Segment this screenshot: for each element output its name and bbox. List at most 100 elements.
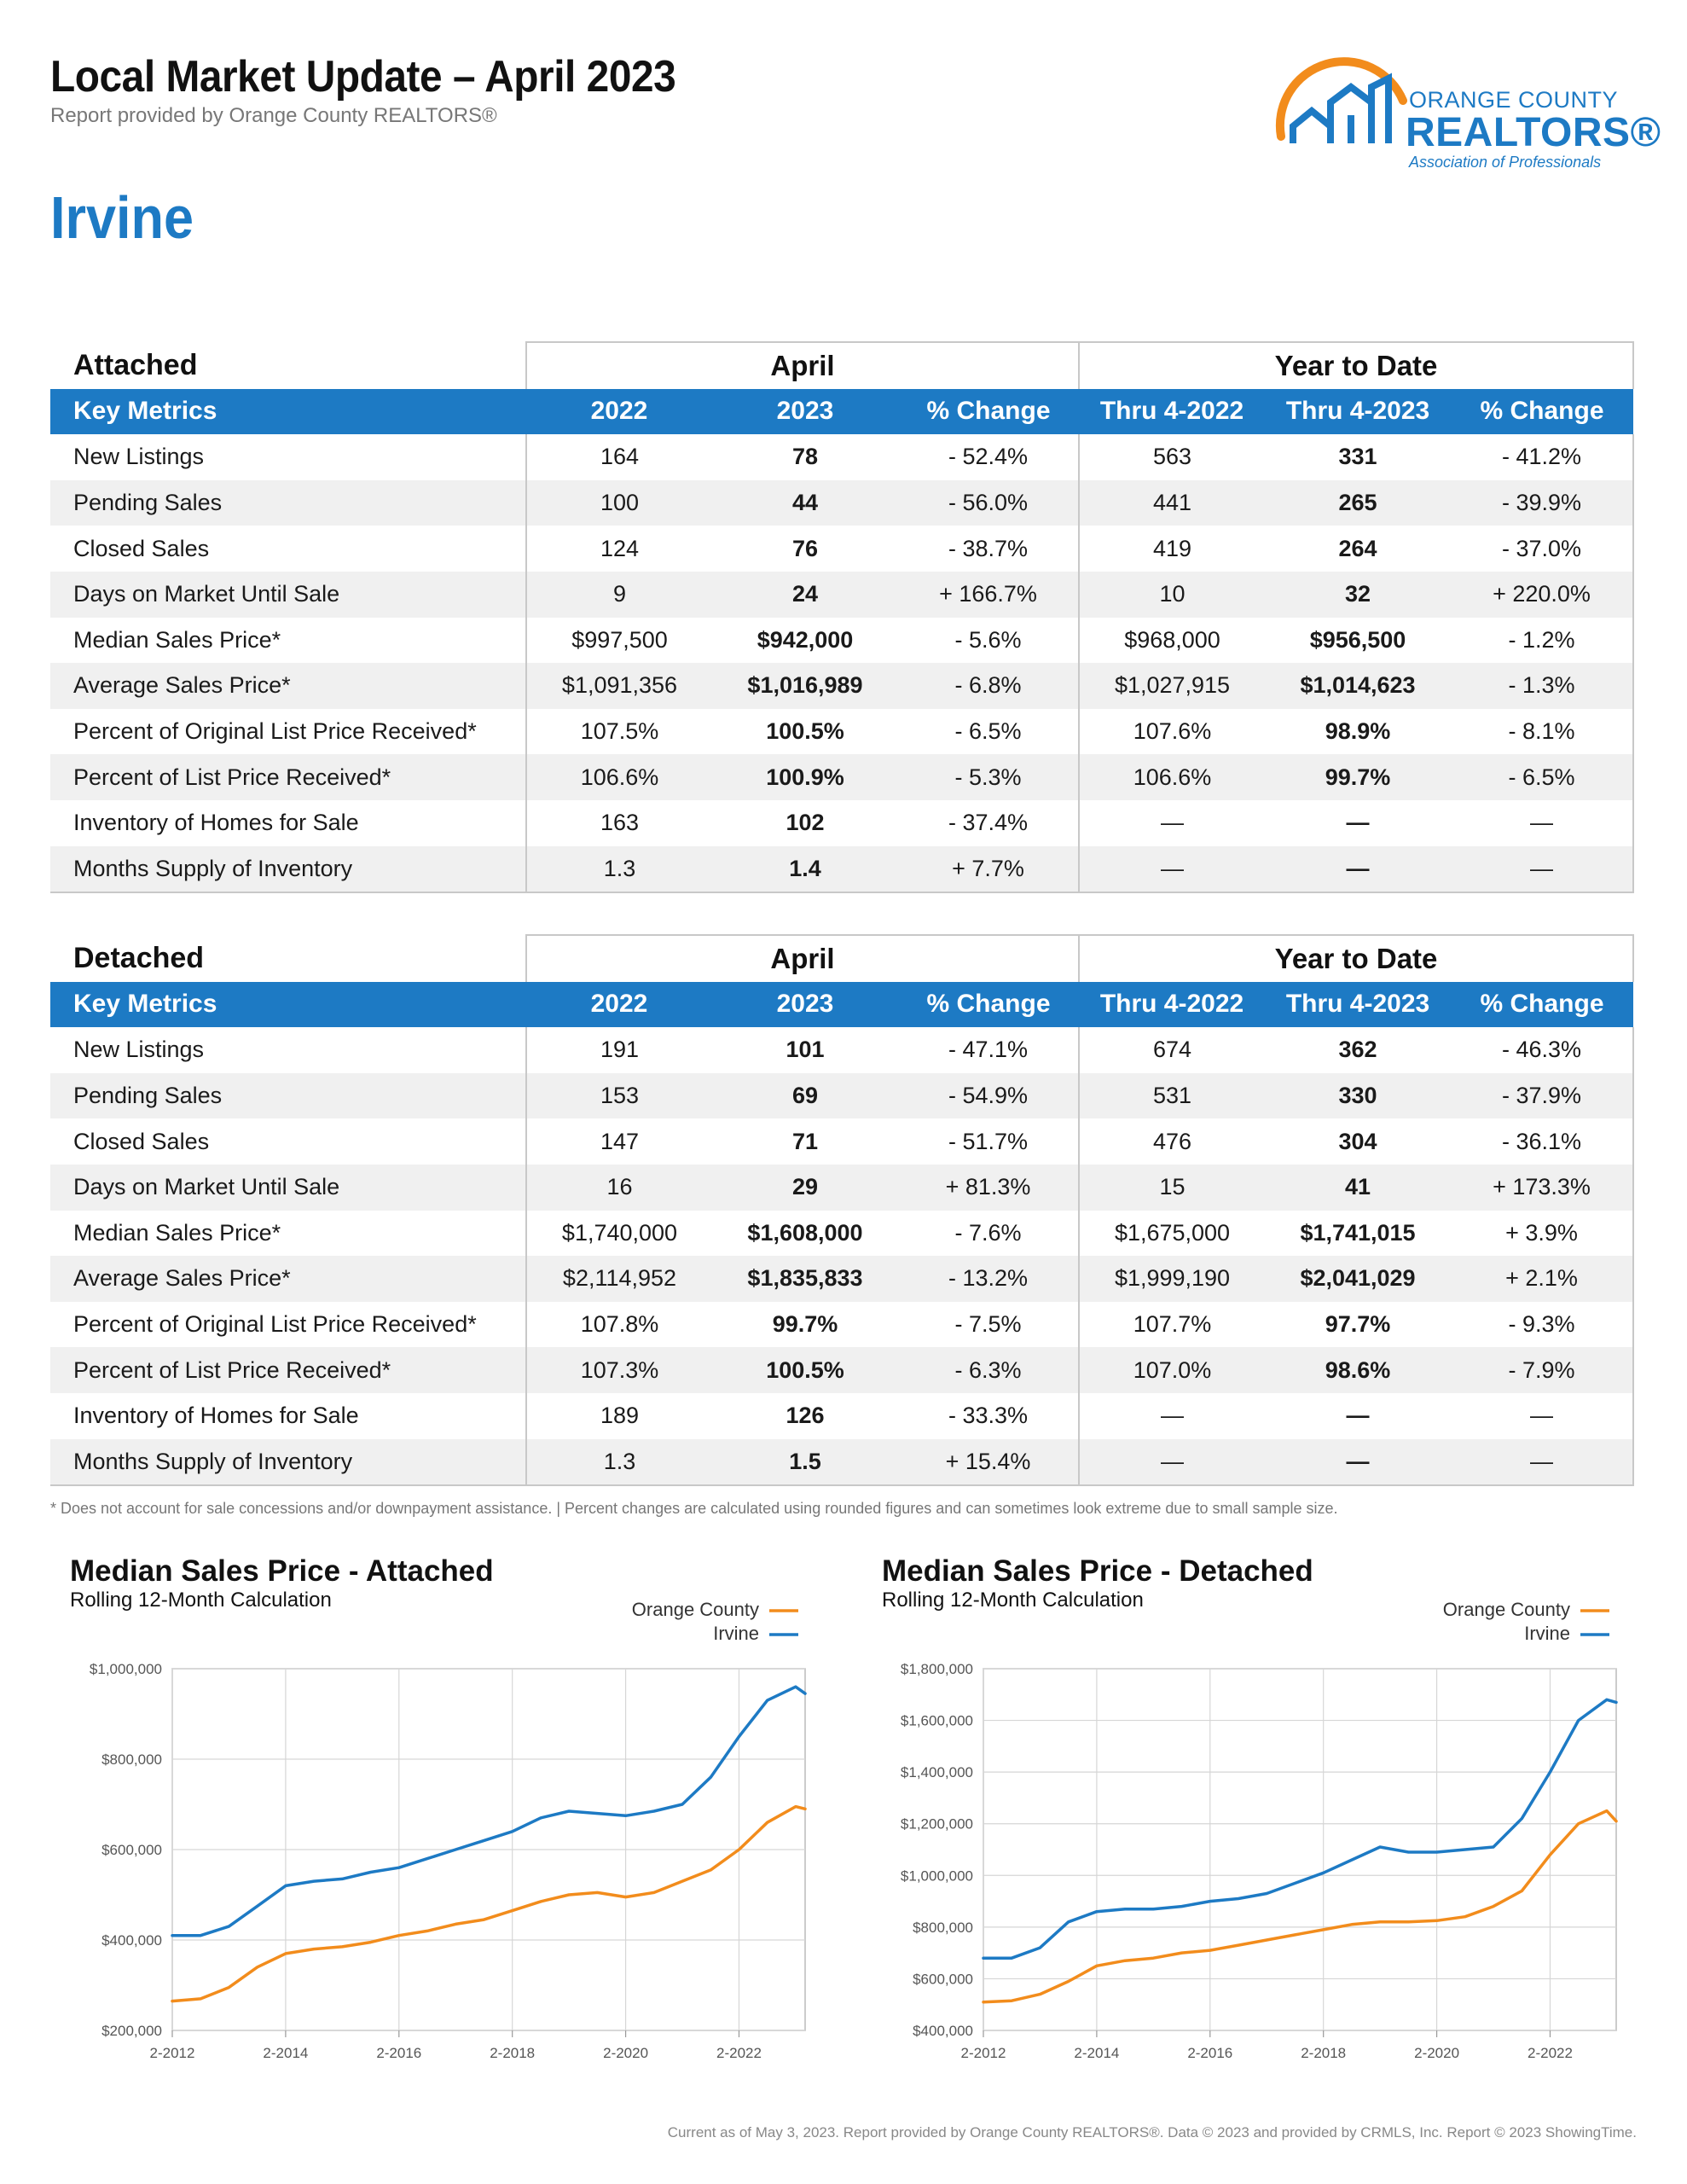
metric-name: Pending Sales bbox=[50, 479, 526, 526]
ytd-pct-change: - 36.1% bbox=[1451, 1118, 1635, 1165]
metric-name: New Listings bbox=[73, 1037, 205, 1063]
ytd-pct-change: - 37.9% bbox=[1451, 1072, 1635, 1119]
ytd-2023-value: 362 bbox=[1338, 1037, 1377, 1063]
col-ytd-pct-change: % Change bbox=[1451, 388, 1634, 435]
april-2022-value: 189 bbox=[525, 1392, 712, 1439]
col-2022: 2022 bbox=[526, 981, 712, 1028]
x-tick-label: 2-2012 bbox=[150, 2045, 195, 2061]
april-2022-value: 9 bbox=[525, 571, 712, 618]
ytd-2022-value: $1,027,915 bbox=[1078, 663, 1266, 709]
table-row: Percent of List Price Received* 107.3% 100… bbox=[50, 1347, 1635, 1393]
april-pct-change: - 5.6% bbox=[954, 626, 1022, 653]
ytd-2022-value: 531 bbox=[1078, 1072, 1266, 1119]
detached-metrics-table: Detached April Year to Date Key Metrics … bbox=[50, 934, 1635, 1487]
page-title: Local Market Update – April 2023 bbox=[50, 52, 676, 102]
col-thru-2022: Thru 4-2022 bbox=[1079, 981, 1266, 1028]
ytd-2023-value: — bbox=[1265, 1438, 1452, 1487]
table-row: New Listings 191 101 - 47.1% 674 362 - 46.3% bbox=[50, 1027, 1635, 1073]
ytd-2022-value: 106.6% bbox=[1078, 754, 1266, 800]
metric-name: Percent of Original List Price Received* bbox=[73, 1311, 477, 1338]
ytd-2022-value: 10 bbox=[1078, 571, 1266, 618]
april-2023-value: 24 bbox=[712, 571, 898, 618]
ytd-2022-value: 107.0% bbox=[1078, 1347, 1266, 1393]
detached-group-header: Detached April Year to Date bbox=[50, 934, 1635, 982]
y-tick-label: $1,000,000 bbox=[901, 1867, 973, 1884]
april-2022-value: 1.3 bbox=[525, 1438, 712, 1487]
april-2023-value: 69 bbox=[712, 1072, 898, 1119]
april-2022-value: 124 bbox=[525, 526, 712, 572]
metric-name: Average Sales Price* bbox=[50, 663, 526, 709]
legend-label: Orange County bbox=[1443, 1599, 1570, 1620]
page-subtitle: Report provided by Orange County REALTOR… bbox=[50, 104, 497, 127]
april-2023-value: 100.9% bbox=[712, 754, 898, 800]
april-pct-change: - 5.3% bbox=[898, 754, 1080, 800]
ytd-2022-value: 476 bbox=[1078, 1118, 1266, 1165]
april-pct-change: - 56.0% bbox=[898, 479, 1080, 526]
ytd-2023-value: $2,041,029 bbox=[1265, 1256, 1452, 1302]
metric-name: Percent of List Price Received* bbox=[50, 754, 526, 800]
col-ytd-pct-change: % Change bbox=[1451, 981, 1634, 1028]
series-line-irvine bbox=[982, 1698, 1618, 1960]
chart-subtitle-detached: Rolling 12-Month Calculation bbox=[882, 1589, 1144, 1612]
ytd-pct-change: + 220.0% bbox=[1451, 571, 1635, 618]
metric-name: Average Sales Price* bbox=[50, 1256, 526, 1302]
col-pct-change: % Change bbox=[898, 388, 1080, 435]
col-thru-2022: Thru 4-2022 bbox=[1079, 388, 1266, 435]
metric-name: Closed Sales bbox=[73, 1128, 210, 1154]
series-line-orange-county bbox=[982, 1809, 1618, 2004]
ytd-2023-value: — bbox=[1346, 810, 1370, 836]
column-header-row: Key Metrics 2022 2023 % Change Thru 4-20… bbox=[50, 388, 1634, 435]
column-header-row: Key Metrics 2022 2023 % Change Thru 4-20… bbox=[50, 981, 1634, 1028]
ytd-2023-value: 304 bbox=[1338, 1128, 1377, 1154]
ytd-2022-value: — bbox=[1078, 1392, 1266, 1439]
ytd-pct-change: - 1.3% bbox=[1451, 663, 1635, 709]
page-footer: Current as of May 3, 2023. Report provid… bbox=[667, 2124, 1637, 2140]
april-pct-change: - 13.2% bbox=[898, 1256, 1080, 1302]
april-2022-value: $1,091,356 bbox=[525, 663, 712, 709]
april-2022-value: 16 bbox=[525, 1164, 712, 1211]
ytd-2022-value: $968,000 bbox=[1078, 617, 1266, 664]
logo-line-3: Association of Professionals bbox=[1409, 154, 1602, 171]
table-row: Median Sales Price* $997,500 $942,000 - 5.6… bbox=[50, 617, 1635, 664]
x-tick-label: 2-2016 bbox=[376, 2045, 421, 2061]
metric-name: Months Supply of Inventory bbox=[50, 1438, 526, 1487]
april-2022-value: 147 bbox=[525, 1118, 712, 1165]
april-pct-change: - 51.7% bbox=[948, 1128, 1029, 1154]
april-2023-value: $1,016,989 bbox=[712, 663, 898, 709]
ytd-pct-change: — bbox=[1451, 1438, 1635, 1487]
table-row: Days on Market Until Sale 16 29 + 81.3% 15 41… bbox=[50, 1164, 1635, 1211]
series-line-irvine bbox=[171, 1685, 807, 1937]
metric-name: Median Sales Price* bbox=[73, 626, 281, 653]
april-pct-change: - 54.9% bbox=[898, 1072, 1080, 1119]
metric-name: Inventory of Homes for Sale bbox=[73, 1403, 359, 1429]
ytd-2023-value: $956,500 bbox=[1309, 626, 1406, 653]
ytd-pct-change: + 173.3% bbox=[1451, 1164, 1635, 1211]
april-2022-value: $997,500 bbox=[525, 617, 712, 664]
april-2023-value: 99.7% bbox=[772, 1311, 838, 1338]
ytd-header: Year to Date bbox=[1078, 934, 1635, 982]
ytd-2023-value: 41 bbox=[1265, 1164, 1452, 1211]
ytd-2023-value: 97.7% bbox=[1325, 1311, 1391, 1338]
april-2022-value: $2,114,952 bbox=[525, 1256, 712, 1302]
chart-subtitle-attached: Rolling 12-Month Calculation bbox=[70, 1589, 332, 1612]
median-price-attached-chart: $1,000,000 $800,000 $600,000 $400,000 $200,0… bbox=[90, 1599, 807, 2061]
ytd-pct-change: - 46.3% bbox=[1451, 1027, 1635, 1073]
april-pct-change: - 6.8% bbox=[898, 663, 1080, 709]
ytd-2023-value: 331 bbox=[1338, 444, 1377, 470]
april-2023-value: 102 bbox=[786, 810, 825, 836]
y-tick-label: $400,000 bbox=[101, 1932, 162, 1949]
ytd-header: Year to Date bbox=[1078, 341, 1635, 389]
table-row: Closed Sales 147 71 - 51.7% 476 304 - 36.1% bbox=[50, 1118, 1635, 1165]
x-tick-label: 2-2014 bbox=[263, 2045, 308, 2061]
y-tick-label: $400,000 bbox=[913, 2023, 973, 2039]
april-pct-change: + 166.7% bbox=[898, 571, 1080, 618]
orange-county-realtors-logo: ORANGE COUNTY REALTORS® Association of P… bbox=[1262, 51, 1661, 171]
y-tick-label: $800,000 bbox=[101, 1751, 162, 1768]
ytd-pct-change: - 8.1% bbox=[1451, 708, 1635, 755]
metric-name: Inventory of Homes for Sale bbox=[73, 810, 359, 836]
april-pct-change: + 7.7% bbox=[898, 845, 1080, 894]
table-row: Pending Sales 153 69- 54.9% 531 330- 37.9% bbox=[50, 1072, 1635, 1119]
table-row: Closed Sales 124 76 - 38.7% 419 264 - 37.0% bbox=[50, 526, 1635, 572]
x-tick-label: 2-2014 bbox=[1074, 2045, 1119, 2061]
april-2023-value: 101 bbox=[786, 1037, 825, 1063]
